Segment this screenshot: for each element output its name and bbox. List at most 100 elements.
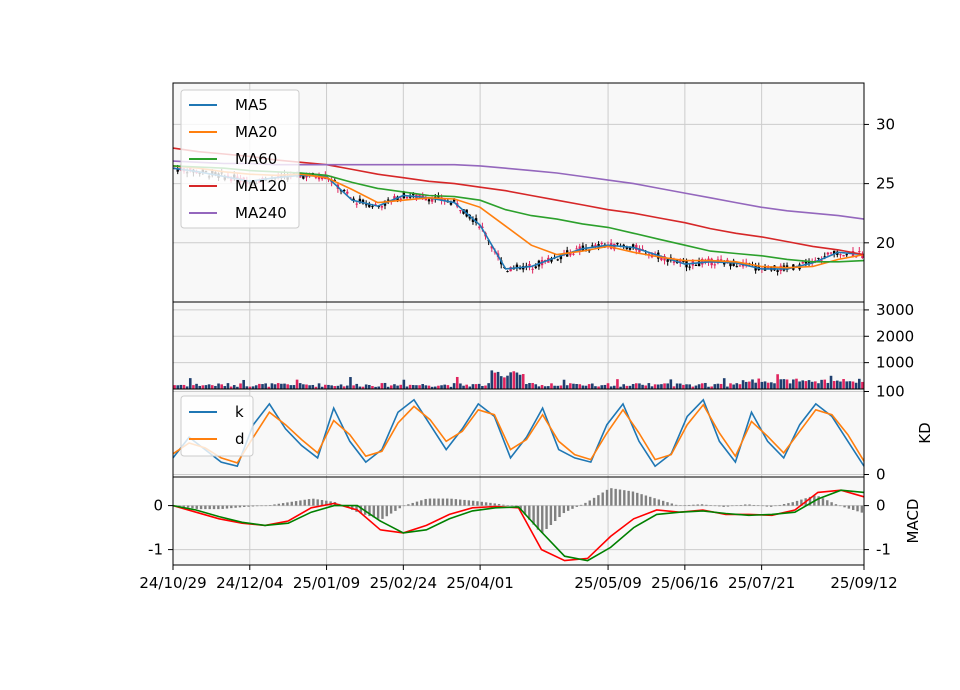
macd-hist-bar xyxy=(497,504,501,506)
volume-bar xyxy=(386,386,390,389)
candle-body xyxy=(719,259,723,261)
volume-bar xyxy=(597,386,600,389)
volume-bar xyxy=(829,375,833,389)
volume-bar xyxy=(465,384,468,389)
volume-bar xyxy=(641,384,644,389)
volume-bar xyxy=(339,384,343,389)
volume-bar xyxy=(173,385,176,389)
volume-bar xyxy=(719,383,723,389)
volume-bar xyxy=(509,372,512,389)
candle-body xyxy=(826,252,830,255)
candle-body xyxy=(437,196,440,198)
volume-bar xyxy=(273,384,277,389)
macd-hist-bar xyxy=(407,504,410,506)
macd-hist-bar xyxy=(376,505,380,519)
volume-bar xyxy=(600,385,604,389)
legend-label: d xyxy=(235,430,245,448)
volume-bar xyxy=(270,383,274,389)
volume-bar xyxy=(201,385,205,389)
macd-hist-bar xyxy=(480,501,483,506)
macd-hist-bar xyxy=(774,505,777,507)
candle-body xyxy=(534,266,537,268)
candle-body xyxy=(380,206,384,208)
candle-body xyxy=(694,264,698,266)
x-tick-label: 25/06/16 xyxy=(651,574,718,592)
volume-bar xyxy=(204,385,208,389)
volume-bar xyxy=(616,379,619,389)
macd-hist-bar xyxy=(299,500,302,506)
macd-hist-bar xyxy=(212,505,216,510)
candle-body xyxy=(628,246,632,250)
volume-bar xyxy=(751,379,754,389)
macd-hist-bar xyxy=(843,505,846,508)
macd-hist-bar xyxy=(506,505,509,506)
macd-hist-bar xyxy=(705,504,708,506)
candle-body xyxy=(459,210,462,212)
volume-bar xyxy=(424,385,428,389)
volume-bar xyxy=(722,378,726,389)
volume-bar xyxy=(484,385,487,389)
kd-panel-bg xyxy=(173,389,864,477)
volume-bar xyxy=(773,383,776,389)
candle-body xyxy=(176,168,179,172)
volume-bar xyxy=(179,384,183,389)
macd-panel-bg xyxy=(173,477,864,565)
candle-body xyxy=(682,261,685,263)
volume-bar xyxy=(851,381,855,389)
macd-hist-bar xyxy=(756,505,760,507)
macd-hist-bar xyxy=(234,505,237,508)
macd-hist-bar xyxy=(852,505,855,510)
volume-bar xyxy=(744,381,748,389)
volume-bar xyxy=(625,385,629,389)
macd-hist-bar xyxy=(411,502,414,506)
volume-bar xyxy=(823,379,827,389)
volume-bar xyxy=(569,383,572,389)
candle-body xyxy=(638,248,641,253)
macd-hist-bar xyxy=(307,499,311,506)
volume-bar xyxy=(471,384,475,389)
macd-hist-bar xyxy=(631,491,635,506)
macd-hist-bar xyxy=(415,501,419,506)
macd-hist-bar xyxy=(748,504,751,506)
volume-bar xyxy=(792,379,795,389)
volume-bar xyxy=(729,383,732,389)
volume-bar xyxy=(283,383,286,389)
y-axis-labels: KD MACD xyxy=(904,422,934,543)
macd-hist-bar xyxy=(247,505,250,507)
volume-bar xyxy=(302,384,305,389)
macd-histogram xyxy=(173,488,864,533)
candle-body xyxy=(641,249,644,251)
volume-bar xyxy=(433,386,437,389)
candle-body xyxy=(591,245,594,247)
volume-bar xyxy=(355,383,359,389)
candle-body xyxy=(729,263,732,267)
macd-hist-bar xyxy=(476,501,479,506)
macd-hist-bar xyxy=(316,499,319,506)
volume-bar xyxy=(515,372,519,389)
macd-hist-bar xyxy=(636,492,639,506)
macd-hist-bar xyxy=(217,505,220,510)
macd-hist-bar xyxy=(718,505,721,507)
volume-bar xyxy=(286,384,289,389)
volume-bar xyxy=(634,383,638,389)
volume-bar xyxy=(738,384,742,389)
macd-hist-bar xyxy=(182,505,185,507)
macd-axis-label: MACD xyxy=(904,499,922,544)
macd-hist-bar xyxy=(195,505,198,509)
volume-bar xyxy=(685,384,688,389)
macd-hist-bar xyxy=(839,505,842,507)
macd-hist-bar xyxy=(178,505,181,507)
volume-bar xyxy=(440,385,443,389)
macd-hist-bar xyxy=(467,500,471,506)
macd-hist-bar xyxy=(782,504,786,506)
candle-body xyxy=(399,198,402,200)
y-tick-label: 0 xyxy=(876,497,886,515)
volume-bar xyxy=(697,384,701,389)
volume-bar xyxy=(402,379,406,389)
candle-body xyxy=(418,194,421,198)
candle-body xyxy=(377,206,380,208)
macd-hist-bar xyxy=(584,502,587,506)
volume-bar xyxy=(547,386,550,389)
candle-body xyxy=(490,246,494,249)
macd-hist-bar xyxy=(251,505,255,507)
